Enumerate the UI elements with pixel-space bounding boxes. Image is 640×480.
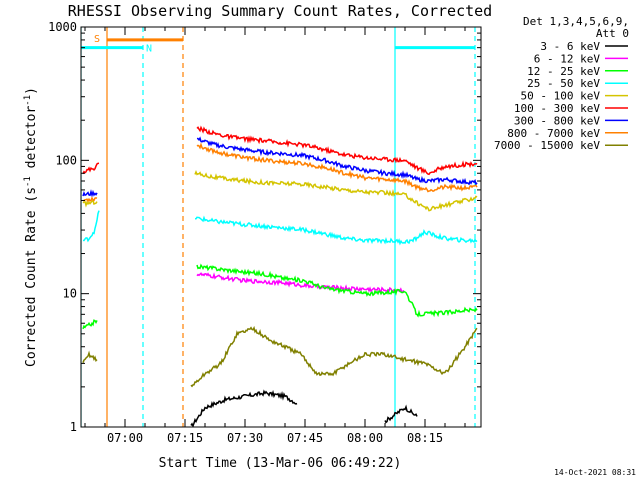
series-8	[82, 325, 478, 388]
x-tick-label: 08:15	[407, 431, 443, 445]
x-tick-label: 08:00	[347, 431, 383, 445]
axes: 07:00 07:15 07:30 07:45 08:00 08:15 1 10 100 1000	[48, 20, 481, 445]
x-tick-label: 07:00	[107, 431, 143, 445]
series-6	[82, 136, 478, 198]
y-tick-label: 1	[70, 420, 77, 434]
series-3	[82, 210, 478, 246]
chart-title: RHESSI Observing Summary Count Rates, Co…	[68, 2, 492, 20]
plot-area: SN 07:00 07:15 07:30 07:45 08:00 08:151101001…	[48, 20, 482, 445]
legend-label: 50 - 100 keV	[521, 90, 601, 103]
series-line	[195, 215, 478, 246]
timestamp: 14-Oct-2021 08:31	[554, 468, 636, 477]
series-0	[190, 389, 418, 427]
series-7	[82, 142, 478, 203]
series-line	[194, 170, 478, 212]
x-tick-label: 07:15	[167, 431, 203, 445]
legend-header: Det 1,3,4,5,6,9,	[523, 15, 629, 28]
series-line	[82, 199, 98, 208]
series-line	[384, 404, 418, 424]
y-axis-label-superscript: -1	[23, 176, 33, 187]
series-line	[190, 325, 478, 388]
series-layer	[82, 125, 478, 427]
y-axis-label-part: detector	[24, 106, 39, 177]
series-line	[82, 319, 98, 330]
series-line	[82, 162, 100, 175]
saa-bar-label: S	[94, 34, 100, 45]
series-line	[196, 263, 478, 318]
series-1	[196, 272, 405, 293]
y-tick-label: 100	[55, 153, 77, 167]
y-axis-label-superscript: -1	[23, 95, 33, 106]
series-2	[82, 263, 478, 330]
series-line	[196, 272, 405, 293]
series-line	[82, 196, 98, 203]
legend-label: 6 - 12 keV	[534, 52, 601, 65]
series-line	[190, 389, 298, 427]
plot-frame	[80, 26, 482, 428]
series-5	[82, 125, 478, 176]
legend-header: Att 0	[596, 27, 629, 40]
y-tick-label: 1000	[48, 20, 77, 34]
y-tick-label: 10	[63, 287, 77, 301]
night-bar-label: N	[146, 44, 152, 55]
series-line	[82, 350, 98, 363]
series-line	[196, 125, 478, 176]
y-axis-label-part: Corrected Count Rate (s	[24, 187, 39, 367]
legend-label: 25 - 50 keV	[527, 77, 600, 90]
legend-label: 300 - 800 keV	[514, 114, 600, 127]
series-4	[82, 170, 478, 212]
y-axis-label: Corrected Count Rate (s-1 detector-1)	[23, 87, 39, 367]
series-line	[196, 142, 478, 193]
x-tick-label: 07:30	[227, 431, 263, 445]
observing-markers: SN	[81, 27, 476, 427]
series-line	[196, 136, 478, 186]
legend-label: 800 - 7000 keV	[507, 127, 600, 140]
legend-label: 100 - 300 keV	[514, 102, 600, 115]
x-tick-label: 07:45	[287, 431, 323, 445]
legend-label: 3 - 6 keV	[540, 40, 600, 53]
y-axis-label-part: )	[24, 87, 39, 95]
legend-label: 12 - 25 keV	[527, 65, 600, 78]
series-line	[82, 210, 100, 243]
legend-label: 7000 - 15000 keV	[494, 139, 600, 152]
x-axis-label: Start Time (13-Mar-06 06:49:22)	[159, 456, 402, 471]
series-line	[82, 189, 98, 198]
